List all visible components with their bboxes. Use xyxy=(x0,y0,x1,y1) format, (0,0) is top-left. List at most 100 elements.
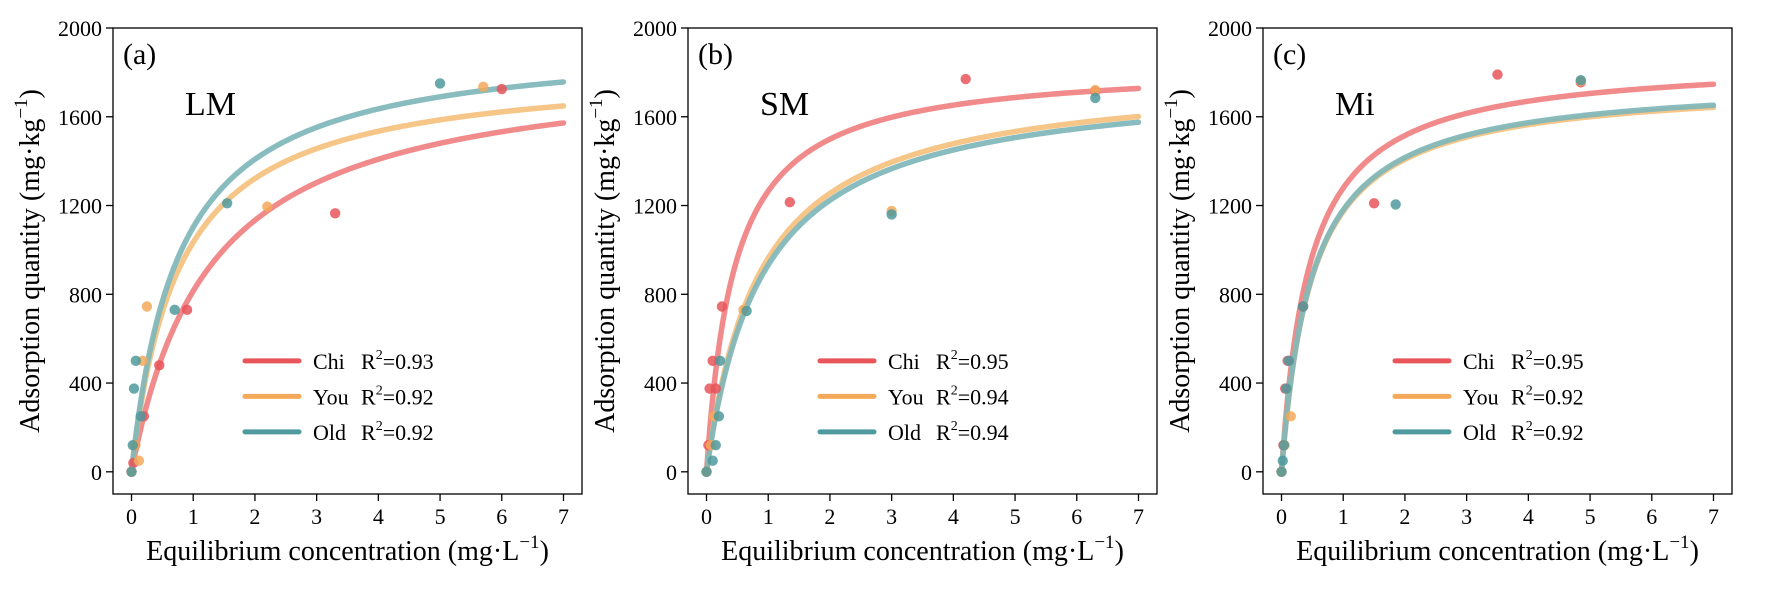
data-point xyxy=(478,81,489,93)
data-point xyxy=(262,201,273,212)
data-point xyxy=(169,304,180,316)
data-point xyxy=(707,455,718,466)
x-tick-label: 5 xyxy=(1010,504,1021,529)
x-tick-label: 2 xyxy=(1399,504,1410,529)
x-tick-label: 0 xyxy=(701,504,712,529)
legend-label-chi: Chi R2=0.95 xyxy=(1463,348,1584,374)
x-tick-label: 0 xyxy=(1276,504,1287,529)
y-tick-label: 0 xyxy=(1241,460,1252,485)
data-point xyxy=(1492,69,1503,80)
legend-label-chi: Chi R2=0.95 xyxy=(888,348,1009,374)
x-tick-label: 7 xyxy=(1708,504,1719,529)
legend-label-you: You R2=0.94 xyxy=(888,383,1009,409)
data-point xyxy=(141,301,153,312)
y-tick-label: 1200 xyxy=(633,194,677,219)
points-old xyxy=(701,92,1101,478)
legend: Chi R2=0.95 You R2=0.94 Old R2=0.94 xyxy=(817,348,1009,445)
data-point xyxy=(496,83,507,95)
fit-curve-old xyxy=(1278,102,1717,475)
y-tick-label: 1600 xyxy=(1208,105,1252,130)
data-point xyxy=(1281,383,1292,394)
x-tick-label: 2 xyxy=(249,504,260,529)
y-axis-label: Adsorption quantity (mg·kg−1) xyxy=(586,89,621,433)
x-tick-label: 7 xyxy=(1133,504,1144,529)
x-tick-label: 3 xyxy=(311,504,322,529)
data-point xyxy=(713,411,725,422)
plot-frame xyxy=(112,27,583,495)
data-point xyxy=(1285,411,1296,422)
fit-curve-chi xyxy=(1278,81,1717,475)
data-point xyxy=(154,360,165,371)
chart-panel-b: 0 400 800 1200 1600 2000 0 1 2 3 4 5 6 7 (b) SM Chi R2=0.… xyxy=(586,16,1158,567)
x-tick-label: 1 xyxy=(763,504,774,529)
legend: Chi R2=0.95 You R2=0.92 Old R2=0.92 xyxy=(1392,348,1584,445)
data-point xyxy=(886,209,897,220)
points-old xyxy=(126,78,446,478)
data-point xyxy=(960,73,971,85)
chart-panel-a: 0 400 800 1200 1600 2000 0 1 2 3 4 5 6 7 (a) LM Chi R2=0.… xyxy=(11,16,583,567)
y-axis-label: Adsorption quantity (mg·kg−1) xyxy=(11,89,46,433)
y-tick-label: 800 xyxy=(644,282,677,307)
data-point xyxy=(181,304,193,316)
data-point xyxy=(133,455,145,466)
data-point xyxy=(1276,466,1287,478)
legend-label-chi: Chi R2=0.93 xyxy=(313,348,434,374)
panel-letter: (c) xyxy=(1273,38,1306,71)
panel-name: Mi xyxy=(1335,86,1375,123)
x-tick-label: 5 xyxy=(1585,504,1596,529)
x-axis-label: Equilibrium concentration (mg·L−1) xyxy=(721,532,1124,567)
data-point xyxy=(784,196,796,208)
data-point xyxy=(1278,439,1290,451)
data-point xyxy=(710,439,721,451)
data-point xyxy=(128,383,140,394)
y-tick-label: 400 xyxy=(69,371,102,396)
plot-frame xyxy=(1262,27,1733,495)
y-tick-label: 400 xyxy=(1219,371,1252,396)
legend-label-you: You R2=0.92 xyxy=(313,383,434,409)
fit-curve-chi xyxy=(703,85,1142,475)
data-point xyxy=(701,466,712,478)
data-point xyxy=(1277,455,1288,466)
x-tick-label: 4 xyxy=(373,504,384,529)
data-point xyxy=(127,439,138,451)
x-tick-label: 6 xyxy=(496,504,507,529)
data-point xyxy=(1283,355,1295,367)
fit-curves xyxy=(128,79,567,475)
data-point xyxy=(1390,199,1401,210)
x-tick-label: 1 xyxy=(188,504,199,529)
data-point xyxy=(221,198,233,209)
data-point xyxy=(130,355,142,367)
fit-curves xyxy=(703,85,1142,475)
data-point xyxy=(434,78,446,89)
y-tick-label: 1600 xyxy=(58,105,102,130)
fit-curve-chi xyxy=(128,120,567,475)
data-point xyxy=(710,383,721,394)
data-point xyxy=(126,466,137,478)
x-tick-label: 4 xyxy=(1523,504,1534,529)
x-tick-label: 3 xyxy=(1461,504,1472,529)
points-chi xyxy=(1276,69,1587,478)
fit-curve-old xyxy=(128,79,567,475)
y-tick-label: 2000 xyxy=(58,16,102,41)
y-tick-label: 800 xyxy=(69,282,102,307)
y-tick-label: 400 xyxy=(644,371,677,396)
legend-label-old: Old R2=0.92 xyxy=(313,419,434,445)
data-point xyxy=(329,208,341,219)
data-point xyxy=(1575,74,1587,86)
points-old xyxy=(1276,74,1587,478)
x-axis-label: Equilibrium concentration (mg·L−1) xyxy=(1296,532,1699,567)
y-tick-label: 0 xyxy=(91,460,102,485)
data-point xyxy=(741,305,752,317)
x-axis-label: Equilibrium concentration (mg·L−1) xyxy=(146,532,549,567)
data-point xyxy=(135,411,146,422)
data-point xyxy=(1090,92,1101,104)
panel-name: SM xyxy=(760,86,809,123)
legend-label-old: Old R2=0.92 xyxy=(1463,419,1584,445)
legend: Chi R2=0.93 You R2=0.92 Old R2=0.92 xyxy=(242,348,434,445)
data-point xyxy=(714,355,726,367)
fit-curve-you xyxy=(1278,104,1717,475)
data-point xyxy=(1368,198,1380,209)
data-point xyxy=(1090,84,1101,96)
data-point xyxy=(1297,301,1309,312)
x-tick-label: 1 xyxy=(1338,504,1349,529)
